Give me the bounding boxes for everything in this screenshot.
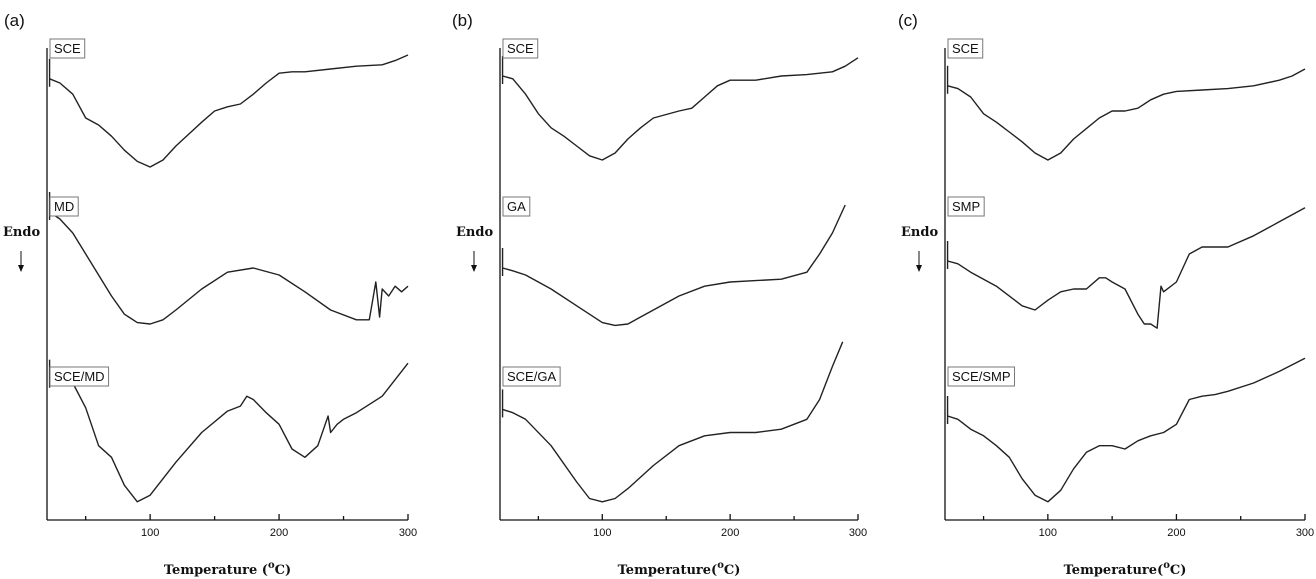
endo-arrow-head (471, 265, 477, 272)
series-line (49, 54, 409, 168)
series-name-label: SCE/GA (507, 369, 556, 384)
endo-arrow-head (916, 265, 922, 272)
x-tick-label: 100 (141, 527, 159, 539)
series-1: SCE (501, 38, 859, 161)
x-tick-label: 100 (1039, 527, 1057, 539)
x-tick-label: 300 (849, 527, 867, 539)
panel-1: (a) 100 200 300 Temperature (oC) Endo SCE MD SCE… (3, 11, 417, 578)
series-3: SCE/SMP (946, 357, 1306, 503)
series-line (502, 204, 846, 327)
series-3: SCE/GA (501, 341, 844, 503)
series-1: SCE (48, 38, 409, 168)
series-1: SCE (946, 38, 1306, 161)
series-name-box (502, 366, 561, 387)
series-line (947, 68, 1306, 161)
endo-arrow-head (18, 265, 24, 272)
panel-label: (a) (4, 11, 25, 30)
x-tick-label: 100 (593, 527, 611, 539)
series-name-label: GA (507, 199, 526, 214)
x-axis-label: Temperature(oC) (618, 560, 741, 578)
series-2: GA (501, 196, 846, 327)
x-axis-label: Temperature(oC) (1064, 560, 1187, 578)
x-tick-label: 200 (721, 527, 739, 539)
series-2: MD (48, 192, 409, 325)
series-line (502, 341, 844, 503)
series-name-label: SCE (54, 41, 81, 56)
panel-label: (c) (898, 11, 918, 30)
series-name-label: MD (54, 199, 74, 214)
series-name-box (49, 196, 79, 217)
series-name-box (502, 38, 539, 59)
series-name-box (49, 366, 110, 387)
panel-label: (b) (452, 11, 473, 30)
series-2: SMP (946, 196, 1306, 329)
x-axis-label: Temperature (oC) (164, 560, 291, 578)
series-line (49, 362, 409, 503)
endo-label: Endo (456, 225, 493, 240)
series-line (502, 57, 859, 161)
x-tick-label: 200 (270, 527, 288, 539)
series-name-box (49, 38, 86, 59)
series-name-box (947, 196, 985, 217)
series-name-label: SCE (507, 41, 534, 56)
panel-2: (b) 100 200 300 Temperature(oC) Endo SCE GA SCE/… (452, 11, 867, 578)
panel-3: (c) 100 200 300 Temperature(oC) Endo SCE SMP SCE… (898, 11, 1314, 578)
series-name-label: SCE/MD (54, 369, 105, 384)
series-name-box (947, 366, 1016, 387)
series-name-label: SCE/SMP (952, 369, 1011, 384)
series-name-label: SCE (952, 41, 979, 56)
series-line (947, 357, 1306, 503)
series-line (947, 207, 1306, 329)
series-name-box (502, 196, 531, 217)
series-name-label: SMP (952, 199, 980, 214)
series-line (49, 211, 409, 325)
endo-label: Endo (901, 225, 938, 240)
endo-label: Endo (3, 225, 40, 240)
series-3: SCE/MD (48, 359, 409, 503)
x-tick-label: 200 (1167, 527, 1185, 539)
series-name-box (947, 38, 984, 59)
x-tick-label: 300 (399, 527, 417, 539)
x-tick-label: 300 (1296, 527, 1314, 539)
